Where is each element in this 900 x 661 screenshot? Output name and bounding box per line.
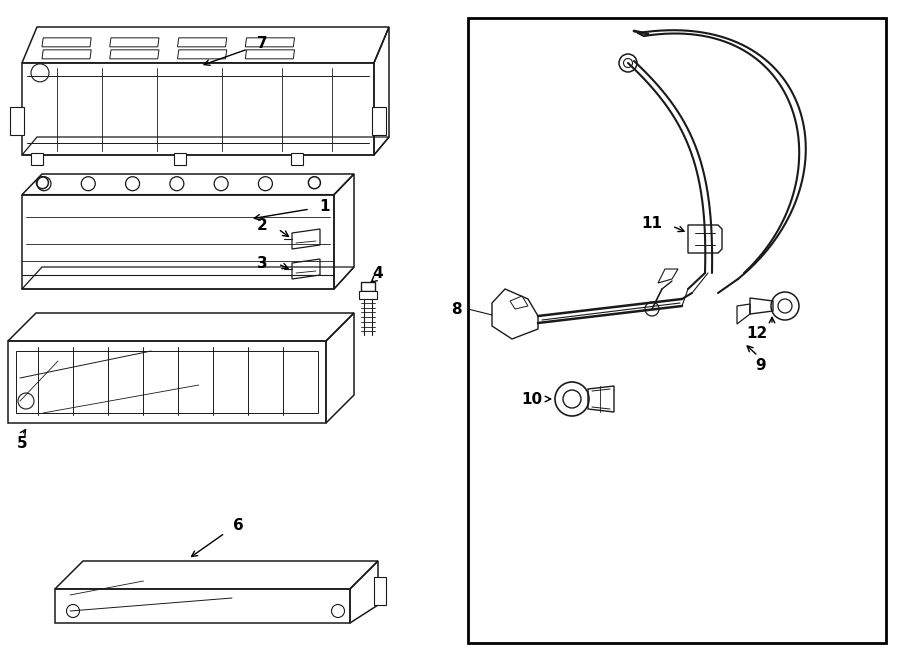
Text: 6: 6: [232, 518, 243, 533]
Text: 12: 12: [747, 325, 768, 340]
Text: 9: 9: [755, 358, 766, 373]
Text: 8: 8: [452, 301, 462, 317]
Bar: [372, 107, 386, 135]
Bar: [359, 291, 377, 299]
Text: 5: 5: [17, 436, 27, 451]
Bar: [468, 18, 886, 643]
Bar: [31, 153, 43, 165]
Bar: [175, 153, 186, 165]
Text: 1: 1: [320, 198, 330, 214]
Text: 7: 7: [256, 36, 267, 50]
Text: 4: 4: [373, 266, 383, 280]
Bar: [291, 153, 302, 165]
Text: 10: 10: [521, 391, 542, 407]
Text: 2: 2: [256, 217, 267, 233]
Bar: [10, 107, 24, 135]
Text: 3: 3: [256, 256, 267, 270]
Text: 11: 11: [641, 215, 662, 231]
Bar: [361, 282, 375, 291]
Bar: [374, 577, 386, 605]
